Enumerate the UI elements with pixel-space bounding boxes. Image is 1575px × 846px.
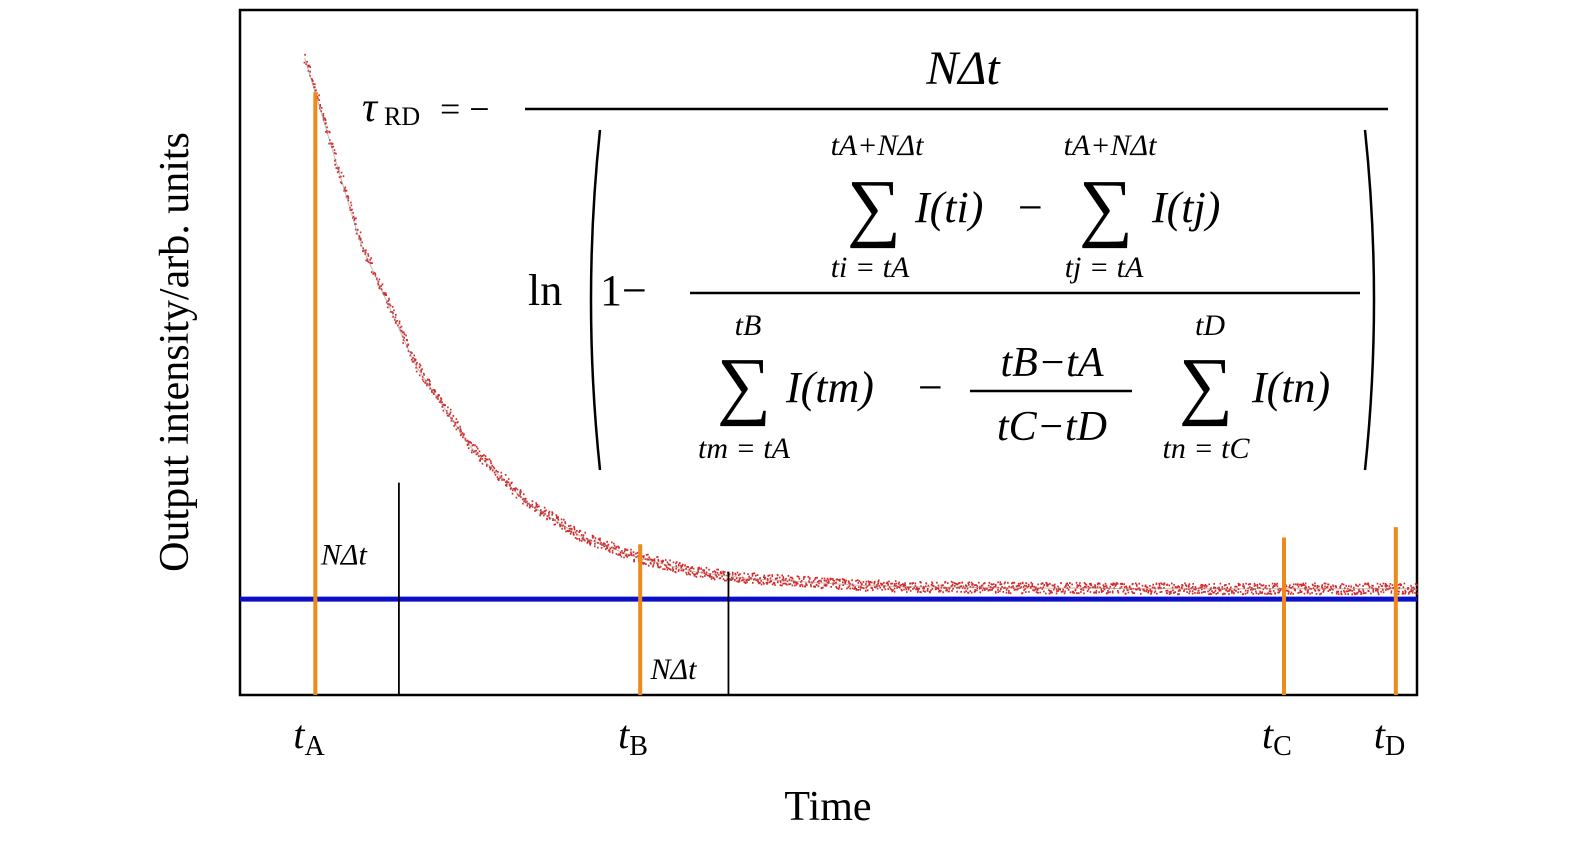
formula-right-paren (1363, 129, 1376, 471)
y-axis-title: Output intensity/arb. units (152, 132, 198, 572)
top-sum2-sigma: ∑ (1079, 165, 1133, 249)
formula-numerator: NΔt (925, 42, 1001, 95)
x-axis-title: Time (784, 784, 871, 830)
top-minus: − (1018, 183, 1043, 232)
bottom-sum1-sigma: ∑ (717, 343, 771, 427)
top-sum2-lower: tj = tA (1065, 251, 1144, 284)
top-sum1-sigma: ∑ (847, 165, 901, 249)
top-sum1-body: I(ti) (914, 183, 983, 232)
formula-ln: ln (528, 266, 562, 315)
tick-label-tB: tB (618, 712, 648, 762)
decay-curve (303, 53, 1419, 596)
formula-equals: = − (440, 89, 490, 129)
bottom-sum2-upper: tD (1195, 309, 1225, 342)
integration-windows: NΔt NΔt (320, 482, 730, 695)
formula-lhs-sub: RD (384, 102, 420, 131)
formula-lhs-symbol: τ (362, 85, 379, 131)
frac-num: tB−tA (1001, 340, 1104, 386)
tick-label-tD: tD (1374, 712, 1405, 762)
bottom-sum1-lower: tm = tA (698, 432, 791, 465)
bottom-sum1-upper: tB (735, 309, 762, 342)
formula-left-paren (589, 129, 602, 471)
bottom-sum1-body: I(tm) (785, 363, 874, 412)
formula-one-minus: 1− (600, 266, 647, 315)
tick-label-tA: tA (293, 712, 325, 762)
top-sum1-upper: tA+NΔt (831, 129, 925, 162)
tick-label-tC: tC (1262, 712, 1292, 762)
top-sum2-upper: tA+NΔt (1064, 129, 1158, 162)
x-tick-labels: tA tB tC tD (293, 712, 1405, 762)
top-sum2-body: I(tj) (1151, 183, 1220, 232)
plot-frame (238, 8, 1419, 697)
window-b-label: NΔt (649, 653, 697, 686)
top-sum1-lower: ti = tA (831, 251, 910, 284)
bottom-sum2-lower: tn = tC (1163, 432, 1251, 465)
decay-curve-core (304, 57, 1416, 590)
bottom-sum2-sigma: ∑ (1179, 343, 1233, 427)
formula: τ RD = − NΔt ln 1− tA+NΔt ∑ I(ti) ti = t… (362, 42, 1388, 471)
time-markers (313, 92, 1398, 695)
window-a-label: NΔt (320, 539, 368, 572)
bottom-sum2-body: I(tn) (1251, 363, 1330, 412)
bottom-minus: − (918, 363, 943, 412)
frac-den: tC−tD (997, 404, 1107, 450)
